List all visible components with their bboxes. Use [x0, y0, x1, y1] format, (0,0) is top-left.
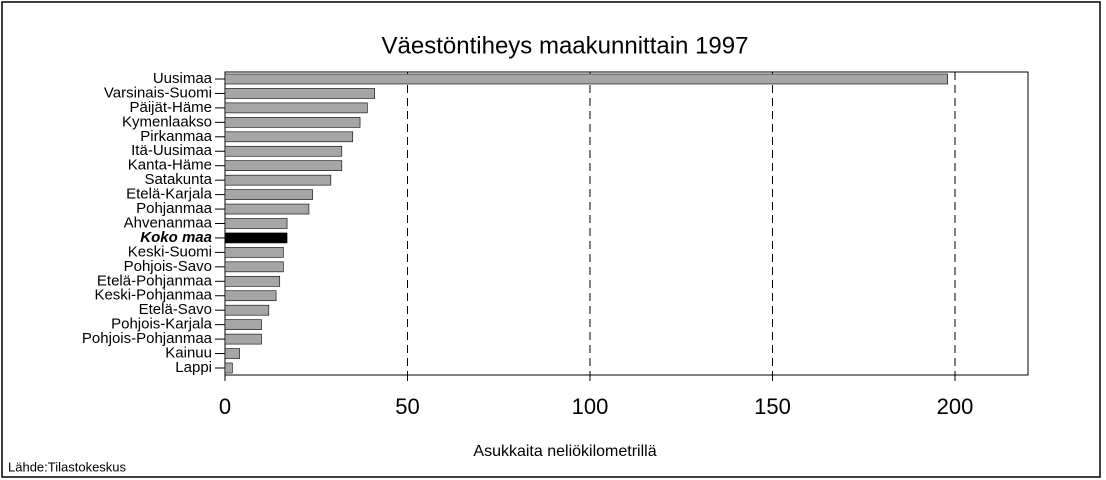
y-tick-label: Uusimaa [153, 70, 213, 87]
y-tick-label: Keski-Suomi [128, 243, 212, 260]
bar [224, 348, 240, 359]
y-tick-label: Varsinais-Suomi [104, 84, 212, 101]
x-tick-label: 0 [219, 394, 231, 419]
x-tick-label: 50 [395, 394, 419, 419]
bar [224, 304, 270, 316]
bar [224, 261, 284, 273]
bar [224, 73, 949, 85]
y-tick-label: Pohjois-Pohjanmaa [82, 330, 213, 347]
bar [224, 275, 281, 287]
y-tick-label: Itä-Uusimaa [131, 142, 213, 159]
bar [224, 333, 262, 345]
bar [224, 117, 361, 128]
y-tick-label: Etelä-Savo [139, 301, 212, 318]
bar [224, 232, 288, 244]
bar [224, 102, 368, 114]
y-tick-label: Pirkanmaa [140, 128, 212, 145]
y-tick-label: Etelä-Karjala [126, 186, 213, 203]
x-axis-label: Asukkaita neliökilometrillä [473, 443, 656, 460]
y-tick-label: Pohjanmaa [136, 200, 213, 217]
y-tick-label: Ahvenanmaa [124, 214, 213, 231]
y-tick-label: Koko maa [140, 229, 212, 246]
source: Lähde:Tilastokeskus [8, 459, 127, 474]
bar [224, 131, 354, 143]
y-tick-label: Kymenlaakso [122, 113, 212, 130]
y-tick-label: Etelä-Pohjanmaa [97, 272, 213, 289]
y-tick-label: Pohjois-Karjala [111, 316, 213, 333]
y-tick-label: Satakunta [144, 171, 212, 188]
bar [224, 203, 310, 215]
y-tick-label: Kanta-Häme [128, 157, 212, 174]
x-tick-label: 150 [754, 394, 791, 419]
y-tick-label: Lappi [175, 359, 212, 376]
bar [224, 145, 343, 157]
bar [224, 290, 277, 302]
bar [224, 174, 332, 186]
bar [224, 189, 313, 200]
y-tick-label: Kainuu [165, 345, 212, 362]
bar [224, 319, 262, 330]
bar [224, 247, 284, 258]
bar [224, 88, 375, 99]
y-tick-label: Päijät-Häme [129, 99, 212, 116]
chart-title: Väestöntiheys maakunnittain 1997 [382, 32, 749, 59]
bar [224, 218, 288, 229]
y-tick-label: Pohjois-Savo [124, 258, 212, 275]
x-tick-label: 200 [937, 394, 974, 419]
x-tick-label: 100 [572, 394, 609, 419]
y-tick-label: Keski-Pohjanmaa [94, 287, 212, 304]
bar [224, 362, 233, 374]
bar [224, 160, 343, 171]
